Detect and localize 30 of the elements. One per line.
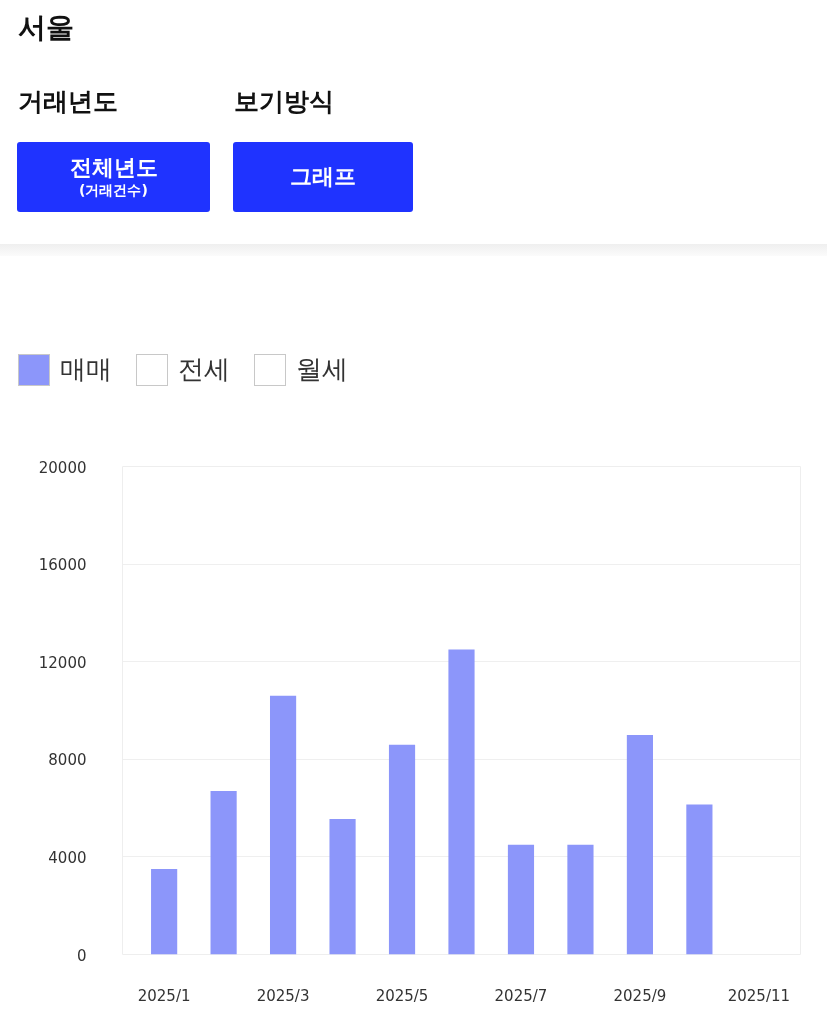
bar bbox=[269, 695, 297, 955]
x-tick-label: 2025/9 bbox=[613, 986, 667, 1005]
bar bbox=[210, 791, 237, 955]
x-tick-label: 2025/3 bbox=[256, 986, 310, 1005]
x-tick-label: 2025/1 bbox=[137, 986, 191, 1005]
bar bbox=[329, 819, 356, 955]
text: 보기방식 bbox=[234, 86, 334, 118]
bar bbox=[686, 804, 713, 955]
chart-title: 서울 bbox=[18, 10, 74, 46]
bar bbox=[151, 869, 178, 955]
legend-label: 월세 bbox=[296, 353, 348, 387]
text: 거래년도 bbox=[18, 86, 118, 118]
bar bbox=[567, 844, 594, 955]
legend-label: 매매 bbox=[60, 353, 112, 387]
bar bbox=[507, 844, 535, 955]
x-tick-label: 2025/7 bbox=[494, 986, 548, 1005]
y-tick-label: 4000 bbox=[48, 848, 87, 867]
button: 전체년도 (거래건수) bbox=[17, 142, 210, 212]
y-tick-label: 20000 bbox=[38, 458, 87, 477]
x-tick-label: 2025/5 bbox=[375, 986, 429, 1005]
y-tick-label: 0 bbox=[76, 946, 87, 965]
bar bbox=[448, 649, 475, 955]
y-tick-label: 16000 bbox=[38, 556, 87, 575]
y-tick-label: 12000 bbox=[38, 653, 87, 672]
y-tick-label: 8000 bbox=[48, 751, 87, 770]
button: 그래프 bbox=[233, 142, 413, 212]
bar bbox=[626, 734, 654, 955]
x-tick-label: 2025/11 bbox=[727, 986, 791, 1005]
bar bbox=[388, 744, 416, 955]
legend-label: 전세 bbox=[178, 353, 230, 387]
